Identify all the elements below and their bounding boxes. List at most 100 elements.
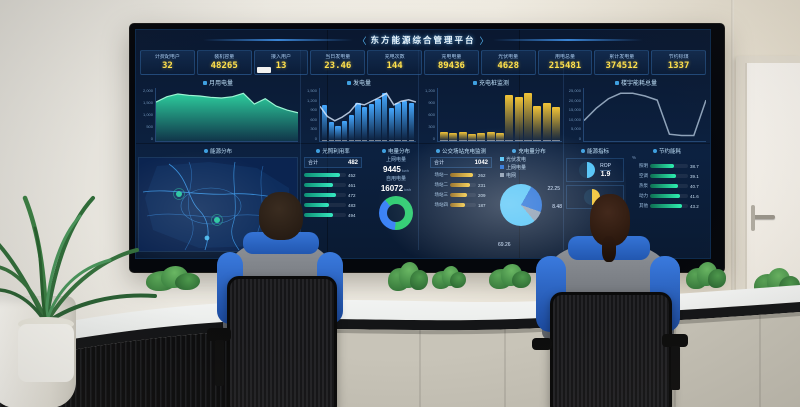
hbar-row: 场站四 187 — [428, 200, 494, 210]
hbar-label: 场站四 — [434, 202, 449, 207]
chart-title: 充电桩监测 — [478, 81, 509, 87]
gauge-readout: ROP 1.9 — [600, 163, 611, 178]
hbar-value: 187 — [478, 202, 486, 208]
axis-tick: 1,200 — [306, 97, 317, 103]
panel-bus-charging: 公交场站充电监测 合计 1042 场站一 262 场站二 231 场站三 209 场站四 18… — [428, 146, 494, 252]
hbar-value: 40.7 — [690, 183, 699, 189]
hbar-label: 照明 — [639, 163, 648, 168]
stat-grid-energy: 上网电量 9445kwh — [366, 157, 426, 174]
axis-tick: 600 — [310, 116, 317, 122]
bar — [449, 133, 458, 141]
dashboard-title: 东方能源综合管理平台 — [370, 35, 476, 45]
axis-tick: 10,000 — [568, 116, 581, 122]
bar — [382, 93, 388, 141]
kpi-value: 374512 — [605, 61, 639, 71]
kpi-value: 144 — [386, 61, 403, 71]
hbar-label: 空调 — [639, 173, 648, 178]
hbar-value: 483 — [348, 202, 356, 208]
axis-tick: 900 — [428, 100, 435, 105]
chart-charging-monitor: 充电桩监测 1,200 900 600 300 0 — [420, 78, 562, 142]
kpi-label: 光伏电量 — [498, 54, 519, 60]
office-chair — [550, 292, 672, 407]
bar — [486, 132, 495, 141]
kpi-value: 1337 — [667, 61, 690, 71]
legend-item: 光伏发电 — [496, 155, 562, 163]
chart-title-row: 发电量 — [302, 78, 416, 87]
chart-icon — [472, 80, 477, 85]
chart-body: 1,500 1,200 900 600 300 0 — [302, 88, 416, 142]
door — [736, 56, 800, 306]
bar — [496, 133, 504, 141]
axis-tick: 300 — [428, 124, 435, 129]
chart-body: 25,000 20,000 15,000 10,000 5,000 0 — [566, 88, 706, 142]
legend-swatch — [500, 173, 504, 177]
hbar-row: 热泵 40.7 — [628, 181, 706, 191]
palm-plant — [0, 195, 157, 382]
hbar-row: 472 — [302, 190, 364, 200]
panel-title-row: 公交场站充电监测 — [428, 146, 494, 155]
panel-power-distribution: 电量分布 上网电量 9445kwh 自用电量 16072kwh — [366, 146, 426, 252]
panel-title: 光照利用率 — [322, 148, 350, 155]
ponytail — [602, 236, 616, 262]
y-axis: 2,000 1,500 1,000 500 0 — [138, 88, 155, 142]
legend-item: 电网 — [496, 171, 562, 179]
hbar-track — [450, 203, 476, 207]
hbar-label: 场站三 — [434, 192, 449, 197]
bar — [542, 103, 551, 141]
hbar-fill — [650, 174, 676, 178]
hbar-fill — [650, 194, 680, 198]
chart-building-energy: 楼宇能耗总量 25,000 20,000 15,000 10,000 5,000 0 — [566, 78, 706, 142]
chair-armrest — [662, 334, 688, 347]
bar — [458, 132, 467, 141]
bar — [402, 101, 408, 141]
hbar-track — [450, 183, 476, 187]
potted-plant — [489, 264, 531, 290]
axis-tick: 1,500 — [306, 88, 317, 93]
chart-title: 楼宇能耗总量 — [620, 81, 657, 87]
kpi-label: 累计发电量 — [609, 54, 635, 60]
bar — [375, 98, 381, 141]
hbar-track — [450, 173, 476, 177]
bar — [355, 103, 361, 141]
line-overlay — [584, 88, 706, 141]
gauge-label: ROP — [600, 162, 611, 169]
hbar-fill — [304, 213, 334, 217]
axis-tick: 0 — [150, 136, 153, 141]
pie-chart — [500, 184, 542, 226]
hbar-fill — [450, 183, 470, 187]
panel-title-row: 能源分布 — [138, 146, 298, 155]
bar — [552, 106, 560, 141]
panel-icon — [512, 148, 517, 153]
hbar-list: 452 461 472 483 494 — [302, 170, 364, 220]
chart-title: 发电量 — [352, 81, 371, 87]
kpi-value: 89436 — [437, 61, 465, 71]
leaf-cluster — [175, 272, 200, 291]
axis-tick: 600 — [428, 112, 435, 117]
hbar-row: 494 — [302, 210, 364, 220]
jacket-collar — [243, 232, 319, 254]
stat-value: 16072 — [380, 184, 404, 193]
chart-title-row: 月用电量 — [138, 78, 298, 87]
gauge-circle — [579, 162, 596, 178]
panel-icon — [316, 148, 321, 153]
chart-body: 2,000 1,500 1,000 500 0 — [138, 88, 298, 142]
hbar-track — [650, 164, 688, 168]
gauge-box: ROP 1.9 — [566, 158, 624, 182]
stat-label: 自用电量 — [385, 176, 406, 182]
chart-title-row: 楼宇能耗总量 — [566, 78, 706, 87]
bar — [477, 133, 486, 141]
chart-month-usage: 月用电量 2,000 1,500 1,000 500 0 — [138, 78, 298, 142]
panel-icon — [381, 148, 386, 153]
hbar-fill — [450, 203, 466, 207]
highlight-chip — [257, 67, 271, 73]
bar — [322, 105, 328, 141]
axis-tick: 15,000 — [568, 107, 581, 113]
axis-tick: 300 — [310, 126, 317, 132]
chart-icon — [346, 80, 351, 85]
axis-tick: 900 — [310, 107, 317, 113]
kpi-box: 充电电量 89436 — [423, 50, 479, 75]
kpi-box: 计费配电户 32 — [140, 50, 195, 75]
kpi-value: 23.46 — [324, 61, 352, 71]
hbar-value: 209 — [478, 192, 486, 198]
